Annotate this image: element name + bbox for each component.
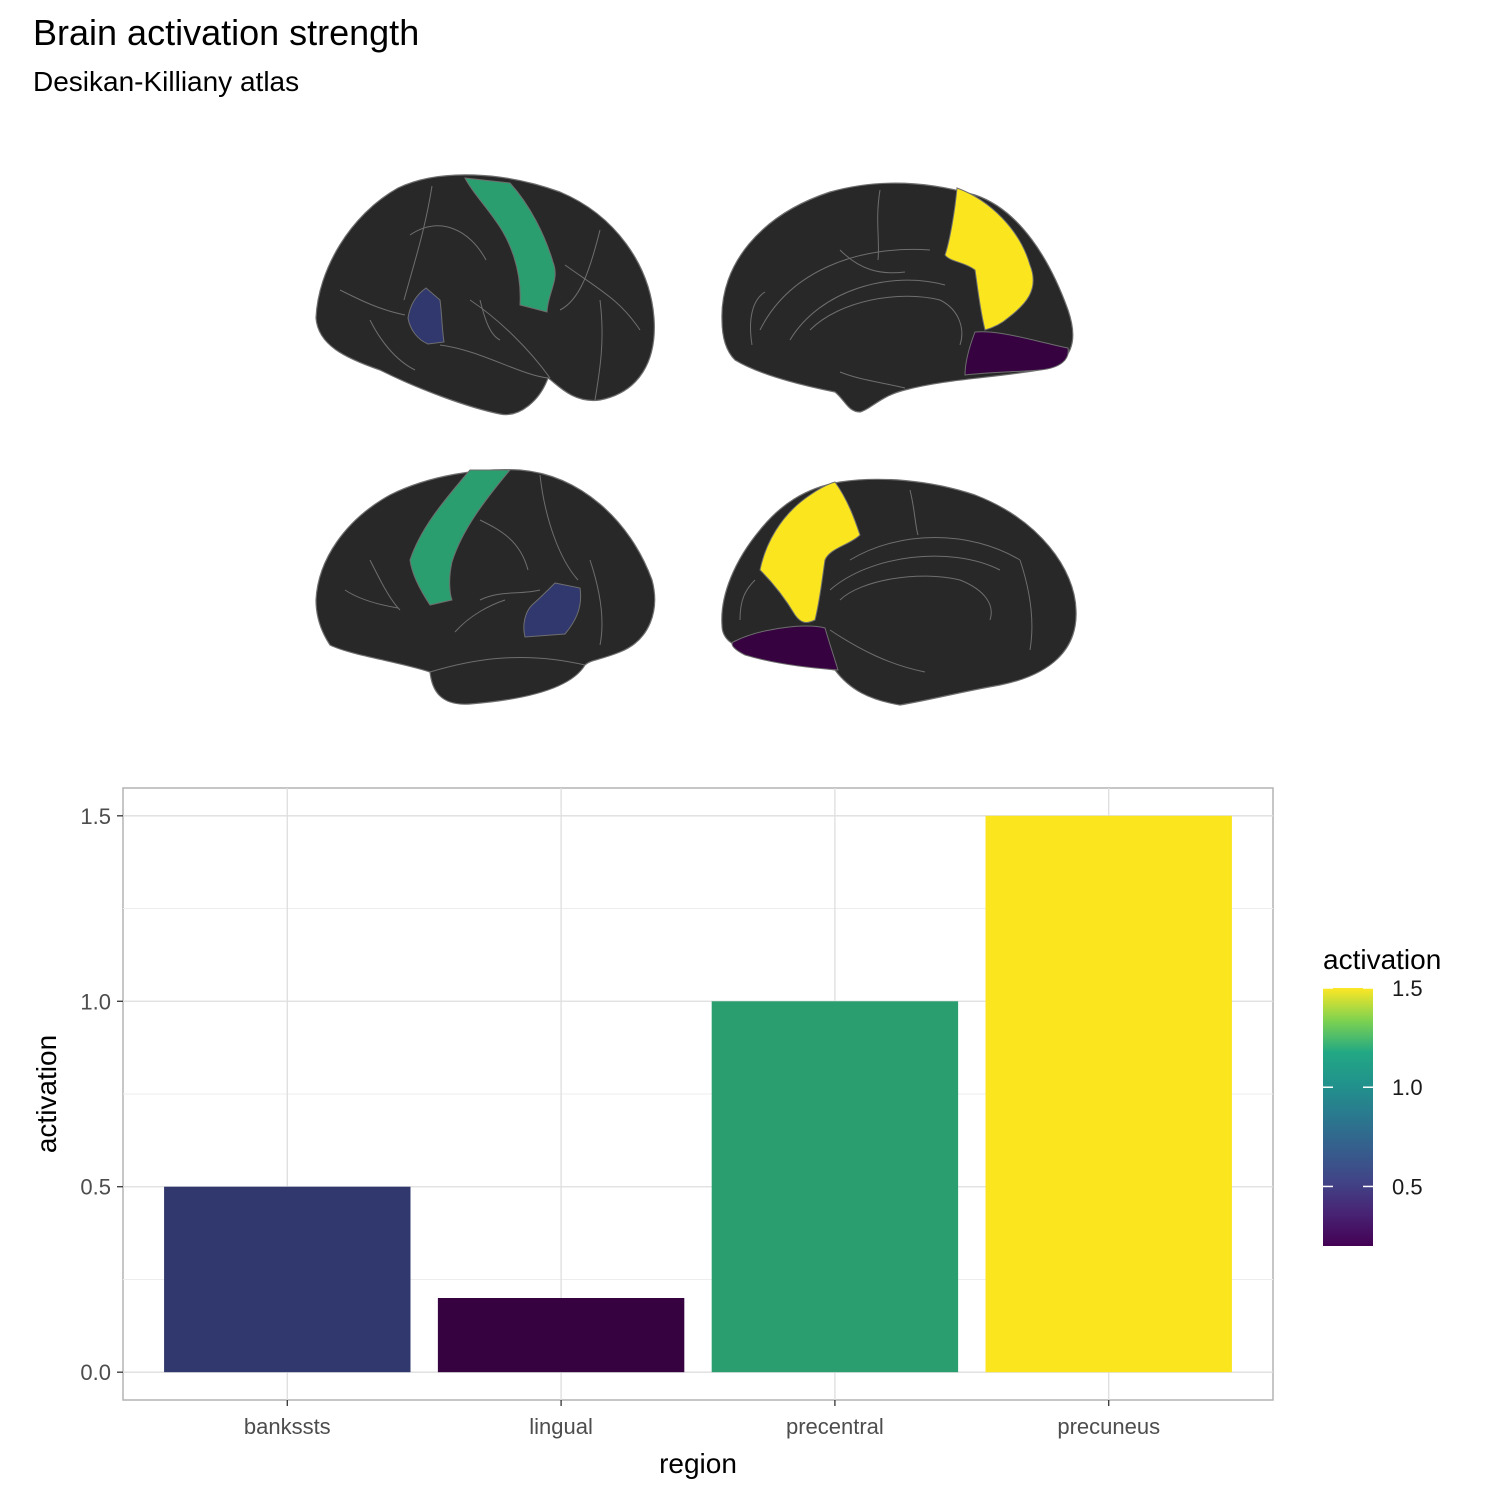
region-lingual-medial-right — [731, 625, 839, 671]
bar-lingual — [437, 1298, 685, 1373]
y-tick-label: 0.0 — [80, 1360, 111, 1385]
x-axis: bankssts lingual precentral precuneus — [244, 1400, 1160, 1439]
x-tick-label: lingual — [529, 1414, 593, 1439]
cortex-lateral-left — [315, 174, 655, 416]
brain-medial-right — [721, 478, 1077, 706]
legend-tick-label: 1.5 — [1392, 976, 1423, 1001]
y-axis: 0.0 0.5 1.0 1.5 — [80, 804, 123, 1385]
legend-title: activation — [1323, 944, 1441, 975]
sulci-lateral-right — [344, 474, 603, 673]
y-axis-title: activation — [31, 1035, 62, 1153]
sulci-medial-left — [750, 189, 963, 389]
sulci-medial-right — [739, 489, 1033, 673]
legend-tick-label: 1.0 — [1392, 1075, 1423, 1100]
region-bankssts-lateral-left — [407, 287, 445, 345]
x-tick-label: bankssts — [244, 1414, 331, 1439]
brain-lateral-left — [315, 174, 655, 416]
y-tick-label: 1.0 — [80, 989, 111, 1014]
region-precentral-lateral-right — [409, 469, 512, 606]
x-axis-title: region — [659, 1448, 737, 1479]
region-precuneus-medial-left — [944, 187, 1034, 331]
y-tick-label: 1.5 — [80, 804, 111, 829]
brain-medial-left — [721, 182, 1074, 413]
chart-title: Brain activation strength — [33, 12, 420, 53]
legend: activation 0.5 1.0 1.5 — [1323, 944, 1441, 1246]
region-precuneus-medial-right — [759, 481, 861, 623]
chart-subtitle: Desikan-Killiany atlas — [33, 66, 300, 97]
legend-ticks: 0.5 1.0 1.5 — [1323, 976, 1423, 1199]
x-tick-label: precentral — [786, 1414, 884, 1439]
bar-bankssts — [164, 1186, 411, 1373]
brain-lateral-right — [315, 469, 656, 705]
bar-precentral — [711, 1001, 959, 1373]
x-tick-label: precuneus — [1057, 1414, 1160, 1439]
bars — [164, 815, 1232, 1373]
region-precentral-lateral-left — [464, 177, 556, 313]
legend-tick-label: 0.5 — [1392, 1174, 1423, 1199]
sulci-lateral-left — [339, 185, 641, 401]
cortex-lateral-right — [315, 469, 656, 705]
bar-precuneus — [985, 815, 1232, 1373]
region-bankssts-lateral-right — [523, 582, 582, 638]
legend-colorbar — [1323, 988, 1373, 1246]
region-lingual-medial-left — [964, 331, 1069, 376]
plot-panel — [122, 787, 1274, 1401]
y-tick-label: 0.5 — [80, 1175, 111, 1200]
brain-atlas-figure — [315, 174, 1077, 706]
grid-lines — [123, 788, 1273, 1400]
cortex-medial-right — [721, 478, 1077, 706]
